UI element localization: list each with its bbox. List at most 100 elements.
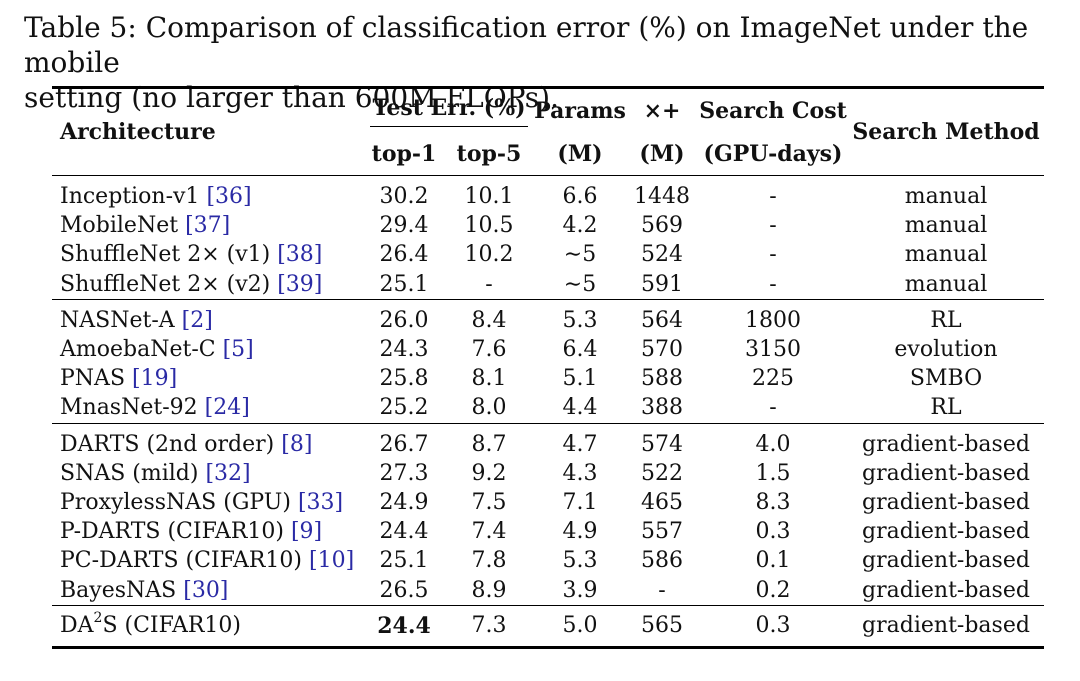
method-cell: gradient-based [862,519,1030,545]
arch-name: ShuffleNet 2× (v2) [60,271,271,297]
cost-cell: 4.0 [698,422,848,459]
top5-cell: 7.6 [471,337,507,363]
arch-cell: MobileNet [37] [52,211,364,240]
table-row-ours: DA2S (CIFAR10) 24.4 7.3 5.0 565 0.3 grad… [52,604,1044,649]
arch-cell: SNAS (mild) [32] [52,459,364,488]
table-row: SNAS (mild) [32] 27.3 9.2 4.3 522 1.5 gr… [52,459,1044,488]
citation-link[interactable]: [2] [181,307,213,333]
flops-cell: 570 [641,337,683,363]
arch-name: AmoebaNet-C [60,337,216,363]
top5-cell: - [485,271,493,297]
citation-link[interactable]: [5] [222,337,254,363]
citation-link[interactable]: [30] [183,577,229,603]
citation-link[interactable]: [8] [281,431,313,457]
top1-cell: 26.4 [379,242,429,268]
arch-cell: ShuffleNet 2× (v1) [38] [52,240,364,269]
params-cell: 7.1 [562,489,598,515]
col-search-method: Search Method [848,86,1044,176]
table-row: Inception-v1 [36] 30.2 10.1 6.6 1448 - m… [52,175,1044,212]
flops-cell: 564 [626,298,698,335]
table-body: Inception-v1 [36] 30.2 10.1 6.6 1448 - m… [52,175,1044,649]
table-row: NASNet-A [2] 26.0 8.4 5.3 564 1800 RL [52,298,1044,335]
col-top5: top-5 [456,141,522,167]
cost-cell: 0.3 [698,604,848,649]
table-row: PNAS [19] 25.8 8.1 5.1 588 225 SMBO [52,364,1044,393]
table-row: ProxylessNAS (GPU) [33] 24.9 7.5 7.1 465… [52,488,1044,517]
citation-link[interactable]: [39] [277,271,323,297]
caption-line-1: Table 5: Comparison of classification er… [24,11,1029,79]
top5-cell: 8.4 [444,298,534,335]
arch-name: SNAS (mild) [60,460,199,486]
header-row-1: Architecture Test Err. (%) Params ×+ Sea… [52,86,1044,176]
arch-name: BayesNAS [60,577,177,603]
cost-cell: 8.3 [755,489,791,515]
arch-cell: BayesNAS [30] [52,575,364,605]
top1-cell: 26.7 [364,422,444,459]
params-cell: 6.4 [562,337,598,363]
method-cell: gradient-based [862,548,1030,574]
params-cell: 3.9 [562,577,598,603]
top1-cell: 24.3 [379,337,429,363]
top5-cell: 10.5 [464,213,514,239]
arch-cell: DA2S (CIFAR10) [52,604,364,649]
cost-cell: 0.1 [755,548,791,574]
flops-cell: 586 [641,548,683,574]
flops-cell: 574 [626,422,698,459]
params-cell: 4.2 [562,213,598,239]
cost-cell: - [769,242,777,268]
col-architecture: Architecture [52,86,364,176]
citation-link[interactable]: [36] [206,184,252,210]
flops-cell: 524 [641,242,683,268]
method-cell: manual [904,213,988,239]
method-cell: RL [848,298,1044,335]
flops-cell: 588 [641,366,683,392]
cost-cell: - [769,213,777,239]
cost-cell: 225 [752,366,794,392]
arch-cell: Inception-v1 [36] [52,175,364,212]
arch-name-tail: S (CIFAR10) [102,613,242,639]
results-table: Architecture Test Err. (%) Params ×+ Sea… [52,86,1044,649]
arch-name: MobileNet [60,213,179,239]
citation-link[interactable]: [24] [204,395,250,421]
arch-cell: DARTS (2nd order) [8] [52,422,364,459]
col-test-err: Test Err. (%) [364,86,534,133]
top5-cell: 10.2 [464,242,514,268]
top5-cell: 10.1 [444,175,534,212]
arch-name: ShuffleNet 2× (v1) [60,242,271,268]
flops-cell: 388 [641,395,683,421]
top1-cell: 25.1 [379,271,429,297]
arch-name-base: DA [60,613,94,639]
col-params-unit: (M) [557,141,603,167]
arch-name: PC-DARTS (CIFAR10) [60,548,302,574]
citation-link[interactable]: [10] [309,548,355,574]
citation-link[interactable]: [9] [290,519,323,545]
method-cell: manual [904,242,988,268]
top1-cell: 26.0 [364,298,444,335]
arch-cell: MnasNet-92 [24] [52,393,364,423]
flops-cell: 557 [641,519,683,545]
cost-cell: 3150 [745,337,801,363]
top1-cell: 25.1 [379,548,429,574]
top5-cell: 8.0 [471,395,507,421]
arch-name: DARTS (2nd order) [60,431,275,457]
flops-cell: 1448 [626,175,698,212]
top1-cell: 29.4 [379,213,429,239]
citation-link[interactable]: [38] [277,242,323,268]
flops-cell: 565 [626,604,698,649]
citation-link[interactable]: [19] [132,366,178,392]
cost-cell: - [698,175,848,212]
method-cell: SMBO [909,366,983,392]
params-cell: 4.4 [562,395,598,421]
arch-cell: PNAS [19] [52,364,364,393]
params-cell: 5.3 [562,548,598,574]
params-cell: 4.9 [562,519,598,545]
table-row: ShuffleNet 2× (v1) [38] 26.4 10.2 ∼5 524… [52,240,1044,269]
cost-cell: 1.5 [755,460,791,486]
citation-link[interactable]: [32] [205,460,251,486]
method-cell: gradient-based [848,422,1044,459]
top1-cell-best: 24.4 [364,604,444,649]
citation-link[interactable]: [37] [185,213,231,239]
flops-cell: 569 [641,213,683,239]
citation-link[interactable]: [33] [297,489,344,515]
cost-cell: - [769,271,777,297]
